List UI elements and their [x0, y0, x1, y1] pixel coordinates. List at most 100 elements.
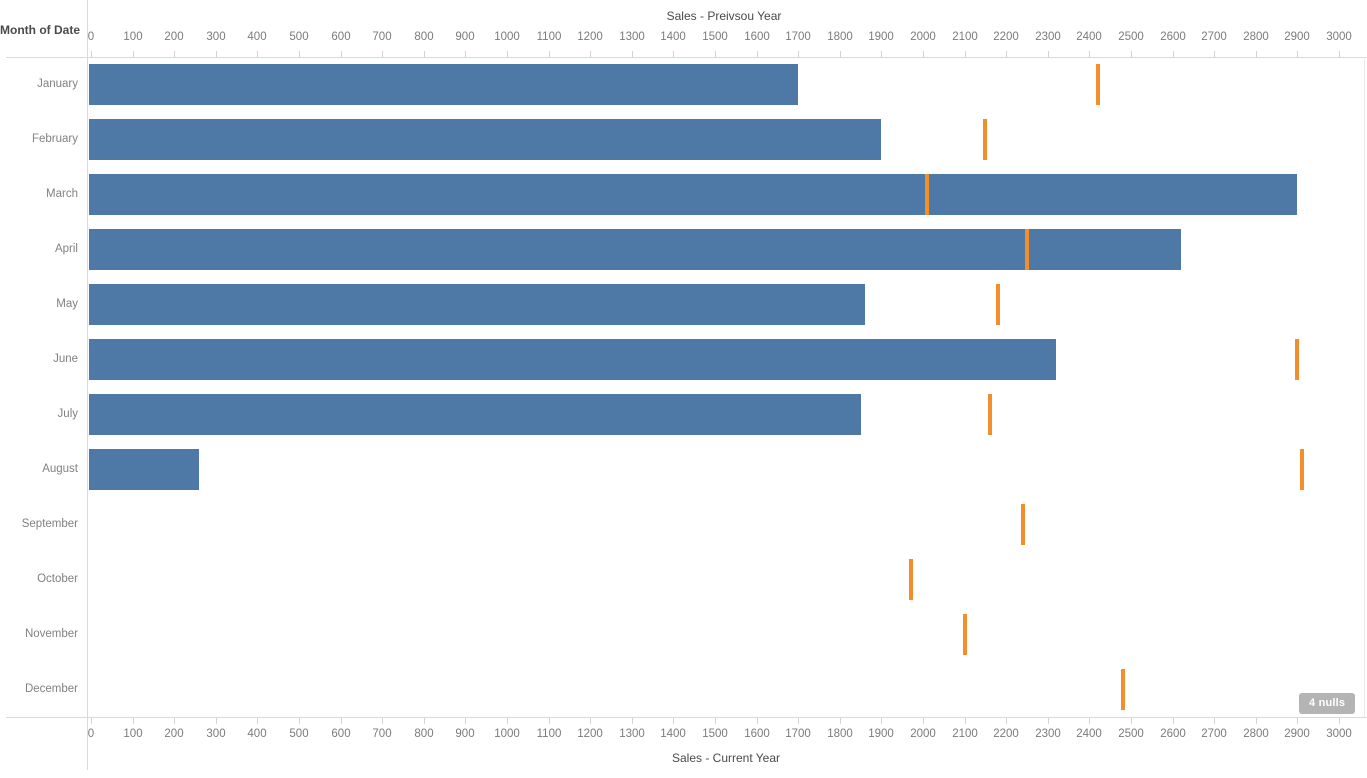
reference-tick-may[interactable] — [996, 284, 1000, 325]
top-axis-tick-label: 300 — [206, 31, 226, 43]
top-axis-tick-mark — [1339, 51, 1340, 57]
reference-tick-january[interactable] — [1096, 64, 1100, 105]
top-axis-tick-mark — [133, 51, 134, 57]
top-axis-tick-label: 2600 — [1160, 31, 1186, 43]
top-axis-tick-mark — [1214, 51, 1215, 57]
top-axis-tick-mark — [965, 51, 966, 57]
bottom-axis-tick-label: 2700 — [1201, 728, 1227, 740]
top-axis-tick-label: 900 — [455, 31, 475, 43]
top-axis-tick-mark — [798, 51, 799, 57]
top-axis-tick-label: 2100 — [952, 31, 978, 43]
bottom-axis-tick-label: 1900 — [868, 728, 894, 740]
bottom-axis-tick-label: 200 — [164, 728, 184, 740]
reference-tick-april[interactable] — [1025, 229, 1029, 270]
bottom-axis-tick-mark — [1048, 718, 1049, 724]
reference-tick-march[interactable] — [925, 174, 929, 215]
top-axis-tick-mark — [1173, 51, 1174, 57]
row-label-march[interactable]: March — [46, 188, 78, 200]
bottom-axis-tick-mark — [216, 718, 217, 724]
bottom-axis-tick-mark — [1173, 718, 1174, 724]
bottom-axis-tick-mark — [382, 718, 383, 724]
row-label-september[interactable]: September — [21, 518, 78, 530]
top-axis-tick-label: 1300 — [619, 31, 645, 43]
top-axis-tick-mark — [341, 51, 342, 57]
row-label-october[interactable]: October — [37, 573, 78, 585]
bottom-axis-tick-mark — [174, 718, 175, 724]
row-label-april[interactable]: April — [54, 243, 78, 255]
bar-january[interactable] — [89, 64, 798, 105]
bottom-axis-tick-mark — [465, 718, 466, 724]
row-label-august[interactable]: August — [42, 463, 78, 475]
reference-tick-december[interactable] — [1121, 669, 1125, 710]
bottom-axis-tick-label: 500 — [289, 728, 309, 740]
bottom-axis-tick-label: 900 — [455, 728, 475, 740]
top-axis-tick-label: 1900 — [868, 31, 894, 43]
bar-april[interactable] — [89, 229, 1181, 270]
bottom-axis-tick-mark — [715, 718, 716, 724]
top-axis-tick-label: 1100 — [536, 31, 562, 43]
top-axis-tick-label: 600 — [331, 31, 351, 43]
top-axis-tick-label: 500 — [289, 31, 309, 43]
bottom-axis-tick-mark — [1089, 718, 1090, 724]
top-axis-tick-mark — [257, 51, 258, 57]
bottom-axis-tick-mark — [424, 718, 425, 724]
bar-july[interactable] — [89, 394, 861, 435]
top-axis-tick-label: 700 — [372, 31, 392, 43]
bottom-axis-tick-mark — [133, 718, 134, 724]
reference-tick-october[interactable] — [909, 559, 913, 600]
bar-may[interactable] — [89, 284, 865, 325]
top-axis-tick-mark — [715, 51, 716, 57]
top-axis-tick-label: 2500 — [1118, 31, 1144, 43]
bottom-axis-tick-mark — [673, 718, 674, 724]
row-label-may[interactable]: May — [56, 298, 78, 310]
top-axis-tick-mark — [549, 51, 550, 57]
bar-august[interactable] — [89, 449, 199, 490]
top-axis-tick-mark — [1089, 51, 1090, 57]
bottom-axis-tick-label: 2200 — [993, 728, 1019, 740]
bottom-axis-tick-label: 1400 — [660, 728, 686, 740]
bottom-axis-tick-label: 400 — [247, 728, 267, 740]
reference-tick-february[interactable] — [983, 119, 987, 160]
top-axis-tick-label: 200 — [164, 31, 184, 43]
top-axis-tick-label: 1400 — [660, 31, 686, 43]
bar-march[interactable] — [89, 174, 1297, 215]
row-label-december[interactable]: December — [24, 683, 78, 695]
bottom-axis-tick-mark — [91, 718, 92, 724]
reference-tick-september[interactable] — [1021, 504, 1025, 545]
top-axis-tick-mark — [840, 51, 841, 57]
bottom-axis-tick-label: 2800 — [1243, 728, 1269, 740]
top-axis-tick-label: 3000 — [1326, 31, 1352, 43]
reference-tick-august[interactable] — [1300, 449, 1304, 490]
reference-tick-july[interactable] — [988, 394, 992, 435]
bottom-axis-tick-label: 1000 — [494, 728, 520, 740]
null-indicator-badge[interactable]: 4 nulls — [1299, 693, 1356, 714]
row-label-november[interactable]: November — [24, 628, 78, 640]
row-label-february[interactable]: February — [31, 133, 78, 145]
bottom-axis-tick-mark — [1256, 718, 1257, 724]
bar-february[interactable] — [89, 119, 881, 160]
top-axis-tick-label: 1000 — [494, 31, 520, 43]
row-label-june[interactable]: June — [53, 353, 78, 365]
bottom-axis-tick-label: 0 — [87, 728, 95, 740]
bar-june[interactable] — [89, 339, 1056, 380]
top-axis-tick-label: 100 — [123, 31, 143, 43]
bottom-axis-tick-mark — [1339, 718, 1340, 724]
top-axis-tick-mark — [757, 51, 758, 57]
bottom-axis-tick-label: 2900 — [1284, 728, 1310, 740]
bottom-axis-tick-mark — [257, 718, 258, 724]
header-divider-line — [87, 0, 88, 770]
reference-tick-november[interactable] — [963, 614, 967, 655]
top-axis-tick-mark — [382, 51, 383, 57]
bottom-axis-tick-mark — [923, 718, 924, 724]
reference-tick-june[interactable] — [1295, 339, 1299, 380]
bottom-axis-tick-mark — [1006, 718, 1007, 724]
row-label-july[interactable]: July — [57, 408, 78, 420]
bottom-axis-tick-label: 1100 — [536, 728, 562, 740]
row-field-header: Month of Date — [0, 23, 80, 37]
bottom-axis-tick-label: 100 — [123, 728, 143, 740]
top-axis-tick-label: 0 — [87, 31, 95, 43]
top-axis-title: Sales - Preivsou Year — [666, 9, 782, 23]
row-label-january[interactable]: January — [37, 78, 78, 90]
top-axis-tick-mark — [507, 51, 508, 57]
top-axis-tick-label: 2700 — [1201, 31, 1227, 43]
